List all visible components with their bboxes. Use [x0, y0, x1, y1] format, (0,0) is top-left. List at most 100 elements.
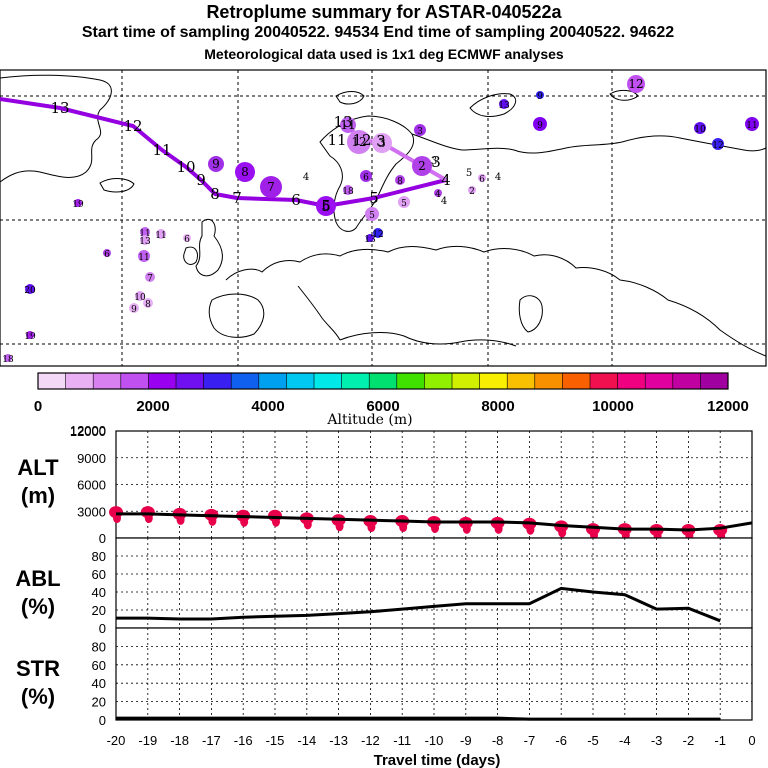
panel-ylabel: ABL [15, 566, 60, 591]
cluster-label: 12 [351, 135, 366, 149]
map-cluster-marker: 4 [434, 189, 442, 200]
coast-italy [297, 285, 341, 341]
colorbar-segment [700, 373, 729, 389]
cluster-circle [395, 175, 405, 185]
cluster-label: 2 [418, 159, 426, 173]
track-day-label: 12 [352, 131, 371, 149]
track-day-label: 7 [232, 189, 242, 207]
colorbar-tick-label: 4000 [251, 398, 284, 415]
map-cluster-marker: 11 [745, 117, 759, 131]
cluster-label: 3 [417, 127, 423, 137]
cluster-circle [183, 234, 191, 242]
panel-ylabel-unit: (%) [21, 594, 55, 619]
cluster-label: 5 [369, 211, 375, 221]
cluster-circle [103, 249, 111, 257]
colorbar-frame [37, 372, 729, 390]
cluster-circle [398, 196, 410, 208]
colorbar-segments [37, 373, 729, 389]
cluster-circle [235, 162, 255, 182]
alt-point-spread [176, 514, 185, 525]
cluster-circle [499, 99, 509, 109]
track-day-label: 5 [321, 197, 331, 215]
colorbar-segment [452, 373, 481, 389]
cluster-label: 11 [746, 121, 757, 131]
cluster-label: 11 [139, 229, 150, 239]
y-tick-label: 20 [92, 603, 106, 618]
map-cluster-marker: 5 [365, 207, 379, 221]
x-tick-label: -12 [361, 733, 380, 748]
map-cluster-marker: 13 [364, 234, 376, 245]
colorbar-segment [534, 373, 563, 389]
cluster-circle [360, 170, 372, 182]
map-cluster-marker: 12 [712, 138, 724, 151]
colorbar-segment [93, 373, 122, 389]
x-tick-label: -14 [297, 733, 316, 748]
cluster-circle [343, 185, 353, 195]
coast-scandinavia [319, 115, 414, 232]
colorbar-tick-label: 0 [34, 398, 42, 415]
cluster-label: 4 [435, 190, 441, 200]
colorbar-segment [203, 373, 232, 389]
colorbar-segment [590, 373, 619, 389]
alt-point-spread [558, 527, 567, 538]
track-day-label: 11 [152, 141, 171, 159]
colorbar-tick-label: 2000 [136, 398, 169, 415]
y-tick-label: 0 [99, 713, 106, 728]
map-cluster-marker: 12 [627, 75, 645, 93]
colorbar-tick-label: 8000 [481, 398, 514, 415]
x-tick-label: -10 [425, 733, 444, 748]
cluster-circle [373, 228, 383, 238]
cluster-circle [712, 138, 724, 150]
map-cluster-marker: 10 [694, 122, 706, 135]
cluster-circle [365, 207, 379, 221]
alt-point-spread [399, 522, 408, 533]
alt-point-spread [113, 513, 121, 524]
coast-greenland [0, 74, 112, 183]
colorbar-segment [286, 373, 315, 389]
x-tick-label: -1 [714, 733, 726, 748]
cluster-circle [140, 235, 150, 245]
small-map-label: 3 [431, 156, 437, 167]
track-day-label: 8 [210, 185, 220, 203]
map-cluster-marker: 7 [260, 176, 282, 198]
map-cluster-marker: 9 [208, 156, 224, 172]
map-cluster-marker: 6 [103, 249, 111, 260]
colorbar-segment [369, 373, 398, 389]
x-tick-label: -19 [138, 733, 157, 748]
cluster-label: 10 [694, 125, 706, 135]
alt-point-spread [367, 522, 376, 533]
cluster-circle [26, 331, 34, 339]
cluster-circle [533, 117, 547, 131]
alt-series-line [116, 512, 753, 532]
cluster-label: 18 [2, 355, 14, 365]
small-map-label: 5 [466, 168, 472, 179]
x-tick-label: -11 [393, 733, 411, 748]
map-cluster-marker: 3 [372, 133, 392, 153]
colorbar-tick-label: 6000 [366, 398, 399, 415]
x-tick-label: -7 [524, 733, 536, 748]
coast-europe [225, 245, 767, 357]
y-tick-label: 12000 [70, 424, 106, 439]
map-cluster-marker: 8 [235, 162, 255, 182]
colorbar-segment [617, 373, 646, 389]
map-cluster-marker: 2 [412, 156, 432, 176]
y-tick-label: 6000 [77, 478, 106, 493]
alt-point-spread [431, 522, 439, 533]
cluster-label: 5 [401, 199, 407, 209]
colorbar-segment [562, 373, 591, 389]
cluster-circle [143, 298, 153, 308]
small-map-label: 4 [441, 196, 447, 207]
panel-ylabel: STR [16, 656, 60, 681]
x-axis-title: Travel time (days) [374, 752, 501, 768]
track-day-label: 12 [123, 117, 142, 135]
cluster-circle [347, 130, 371, 154]
map-cluster-marker: 12 [347, 130, 371, 154]
cluster-label: 8 [241, 165, 249, 179]
y-tick-label: 20 [92, 695, 106, 710]
x-tick-label: -6 [555, 733, 567, 748]
coast-iceland [99, 178, 135, 193]
